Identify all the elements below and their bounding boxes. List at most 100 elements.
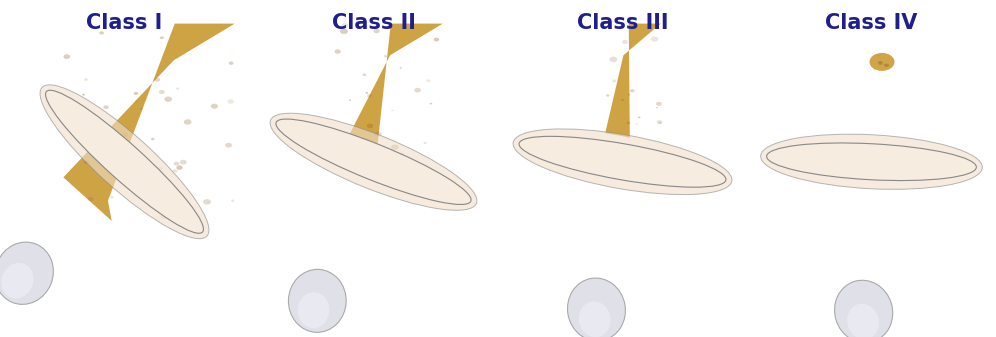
Polygon shape — [606, 24, 660, 138]
Ellipse shape — [399, 67, 401, 69]
Ellipse shape — [606, 94, 610, 97]
Ellipse shape — [568, 278, 625, 337]
Ellipse shape — [656, 107, 658, 109]
Ellipse shape — [650, 36, 658, 42]
Ellipse shape — [225, 143, 232, 148]
Ellipse shape — [363, 73, 367, 76]
Ellipse shape — [64, 54, 70, 59]
Ellipse shape — [872, 69, 875, 70]
Ellipse shape — [883, 64, 888, 67]
Ellipse shape — [110, 196, 114, 198]
Ellipse shape — [374, 132, 381, 136]
Ellipse shape — [400, 153, 403, 155]
Ellipse shape — [203, 199, 211, 205]
Ellipse shape — [46, 90, 203, 233]
Ellipse shape — [289, 269, 347, 332]
Ellipse shape — [835, 280, 892, 337]
Ellipse shape — [154, 78, 160, 82]
Ellipse shape — [366, 92, 369, 94]
Ellipse shape — [164, 96, 172, 102]
Ellipse shape — [133, 92, 138, 95]
Ellipse shape — [622, 40, 627, 44]
Ellipse shape — [416, 162, 420, 165]
Ellipse shape — [176, 87, 179, 90]
Ellipse shape — [122, 132, 128, 137]
Ellipse shape — [84, 78, 88, 81]
Ellipse shape — [134, 100, 137, 102]
Ellipse shape — [628, 94, 630, 96]
Ellipse shape — [84, 160, 90, 164]
Ellipse shape — [877, 55, 879, 56]
Text: Class III: Class III — [577, 13, 668, 33]
Ellipse shape — [115, 147, 121, 151]
Ellipse shape — [270, 113, 477, 210]
Ellipse shape — [519, 136, 726, 187]
Ellipse shape — [429, 103, 432, 104]
Ellipse shape — [656, 102, 662, 106]
Ellipse shape — [613, 80, 617, 82]
Ellipse shape — [367, 158, 373, 162]
Ellipse shape — [211, 104, 218, 109]
Ellipse shape — [367, 124, 374, 128]
Ellipse shape — [104, 105, 109, 109]
Polygon shape — [337, 24, 443, 175]
Ellipse shape — [374, 29, 379, 33]
Ellipse shape — [94, 146, 101, 151]
Ellipse shape — [391, 145, 398, 150]
Ellipse shape — [629, 89, 634, 92]
Ellipse shape — [884, 64, 889, 67]
Ellipse shape — [433, 38, 439, 41]
Ellipse shape — [298, 292, 330, 328]
Ellipse shape — [173, 169, 177, 173]
Ellipse shape — [227, 99, 234, 104]
Ellipse shape — [160, 36, 164, 39]
Ellipse shape — [88, 197, 94, 201]
Ellipse shape — [579, 301, 611, 337]
Ellipse shape — [158, 90, 164, 94]
Ellipse shape — [340, 29, 348, 34]
Ellipse shape — [176, 165, 182, 170]
Ellipse shape — [635, 123, 637, 125]
Ellipse shape — [383, 55, 386, 57]
Ellipse shape — [870, 53, 894, 71]
Ellipse shape — [140, 108, 142, 110]
Ellipse shape — [40, 85, 209, 239]
Ellipse shape — [391, 110, 393, 111]
Ellipse shape — [414, 88, 421, 92]
Ellipse shape — [626, 122, 630, 124]
Ellipse shape — [83, 94, 85, 96]
Ellipse shape — [342, 23, 349, 28]
Ellipse shape — [1, 263, 34, 298]
Ellipse shape — [367, 94, 372, 97]
Text: Class IV: Class IV — [826, 13, 917, 33]
Ellipse shape — [160, 214, 167, 219]
Ellipse shape — [638, 117, 640, 118]
Ellipse shape — [657, 120, 662, 124]
Ellipse shape — [878, 61, 882, 64]
Ellipse shape — [184, 119, 191, 125]
Ellipse shape — [767, 143, 976, 181]
Ellipse shape — [229, 62, 233, 65]
Ellipse shape — [117, 138, 120, 140]
Ellipse shape — [622, 99, 623, 101]
Ellipse shape — [151, 138, 154, 140]
Ellipse shape — [0, 242, 54, 304]
Ellipse shape — [158, 167, 163, 170]
Ellipse shape — [353, 151, 355, 152]
Ellipse shape — [159, 37, 162, 39]
Ellipse shape — [100, 31, 104, 35]
Ellipse shape — [349, 99, 352, 101]
Ellipse shape — [658, 122, 661, 124]
Ellipse shape — [397, 166, 402, 170]
Polygon shape — [64, 24, 235, 221]
Ellipse shape — [276, 119, 471, 205]
Ellipse shape — [180, 160, 186, 164]
Ellipse shape — [423, 142, 426, 144]
Ellipse shape — [346, 145, 348, 146]
Ellipse shape — [335, 50, 341, 54]
Text: Class II: Class II — [332, 13, 415, 33]
Text: Class I: Class I — [87, 13, 162, 33]
Ellipse shape — [761, 134, 982, 189]
Ellipse shape — [610, 57, 618, 62]
Ellipse shape — [513, 129, 732, 194]
